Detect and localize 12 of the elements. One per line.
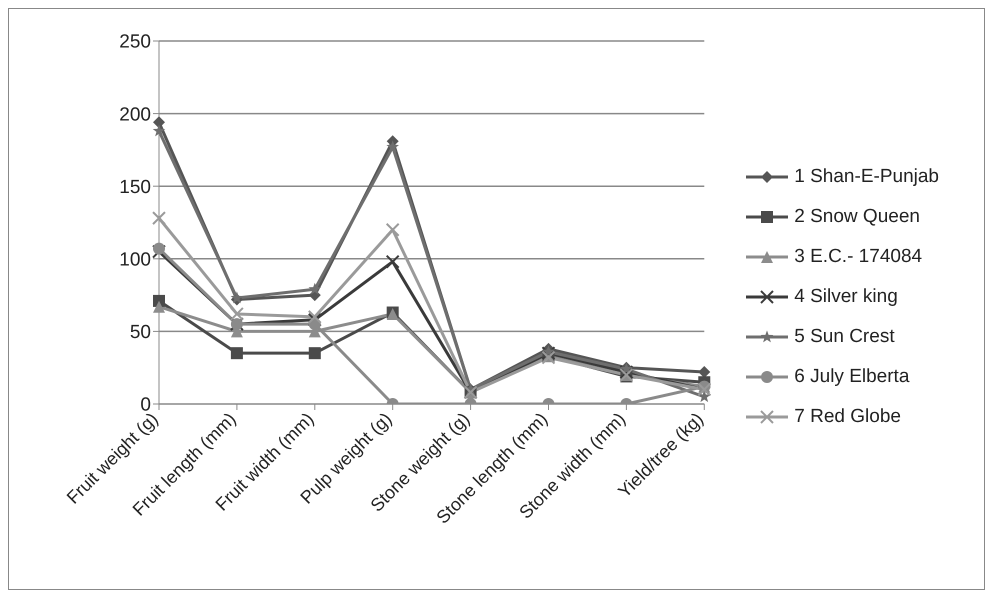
legend-label: 7 Red Globe	[794, 404, 901, 428]
legend-label: 6 July Elberta	[794, 364, 910, 388]
y-tick-label: 250	[119, 32, 151, 53]
y-tick-label: 100	[119, 250, 151, 271]
legend-label: 2 Snow Queen	[794, 204, 920, 228]
legend-label: 5 Sun Crest	[794, 324, 895, 348]
legend-label: 4 Silver king	[794, 284, 898, 308]
y-tick-label: 50	[130, 322, 151, 344]
y-tick-label: 200	[119, 104, 151, 126]
legend-label: 3 E.C.- 174084	[794, 244, 922, 268]
legend-label: 1 Shan-E-Punjab	[794, 164, 939, 188]
y-tick-label: 150	[119, 176, 151, 198]
